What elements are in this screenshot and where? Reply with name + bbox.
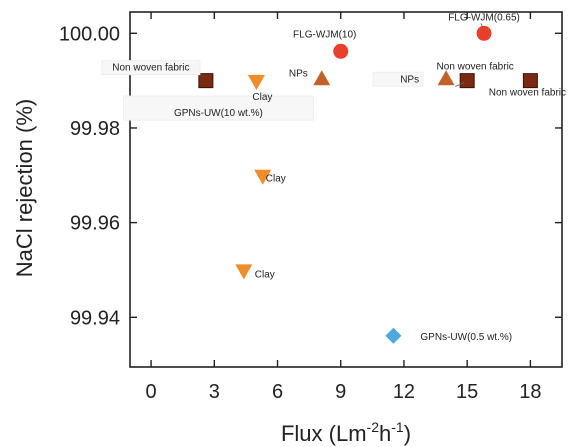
point-label: Clay	[266, 174, 286, 185]
triangle-down-marker	[247, 75, 265, 91]
point-label: Non woven fabric	[437, 62, 514, 73]
point-label: FLG-WJM(10)	[293, 29, 356, 40]
point-label: GPNs-UW(0.5 wt.%)	[420, 332, 512, 343]
data-markers	[149, 25, 538, 344]
x-axis-title-end: )	[404, 421, 411, 446]
point-label: Clay	[255, 269, 275, 280]
square-marker	[522, 73, 538, 89]
circle-marker	[333, 43, 349, 59]
point-label: Clay	[252, 92, 272, 103]
triangle-up-marker	[313, 70, 331, 86]
x-axis-title-main: Flux (Lm	[281, 421, 367, 446]
x-tick-label: 6	[272, 381, 283, 403]
leader-line	[480, 23, 484, 29]
diamond-marker	[385, 327, 402, 344]
point-label: GPNs-UW(10 wt.%)	[174, 108, 263, 119]
x-tick-label: 0	[146, 381, 157, 403]
x-tick-label: 15	[456, 381, 478, 403]
point-label: Non woven fabric	[112, 63, 189, 74]
x-axis-title-sup2: -1	[391, 419, 404, 435]
annotation-background	[101, 60, 201, 76]
x-axis-title: Flux (Lm-2h-1)	[281, 419, 411, 446]
point-label: NPs	[289, 68, 308, 79]
x-axis-title-mid: h	[379, 421, 391, 446]
x-tick-label: 3	[209, 381, 220, 403]
leader-line	[455, 82, 465, 87]
x-tick-label: 9	[335, 381, 346, 403]
annotation-background	[372, 71, 424, 87]
triangle-up-marker	[437, 70, 455, 86]
point-label: NPs	[400, 74, 419, 85]
point-annotations: Non woven fabric Non woven fabric Non wove…	[101, 12, 566, 343]
square-marker	[459, 73, 475, 89]
x-tick-label: 12	[393, 381, 415, 403]
point-label: FLG-WJM(0.65)	[448, 12, 520, 23]
y-axis-title: NaCl rejection (%)	[12, 99, 37, 278]
x-tick-label: 18	[519, 381, 541, 403]
plot-area	[129, 11, 563, 368]
annotation-background	[122, 95, 314, 121]
x-axis-title-sup1: -2	[367, 419, 380, 435]
y-tick-label: 99.94	[70, 307, 120, 329]
circle-marker	[476, 25, 492, 41]
square-marker	[198, 73, 214, 89]
axis-ticks: 0 3 6 9 12 15 18 99.94 99.96 99.98 100.00	[59, 12, 562, 403]
triangle-down-marker	[254, 169, 272, 185]
point-label: Non woven fabric	[489, 88, 566, 99]
y-tick-label: 99.96	[70, 213, 120, 235]
triangle-down-marker	[235, 264, 253, 280]
annotation-connectors	[455, 23, 484, 87]
y-tick-label: 100.00	[59, 23, 120, 45]
y-tick-label: 99.98	[70, 118, 120, 140]
